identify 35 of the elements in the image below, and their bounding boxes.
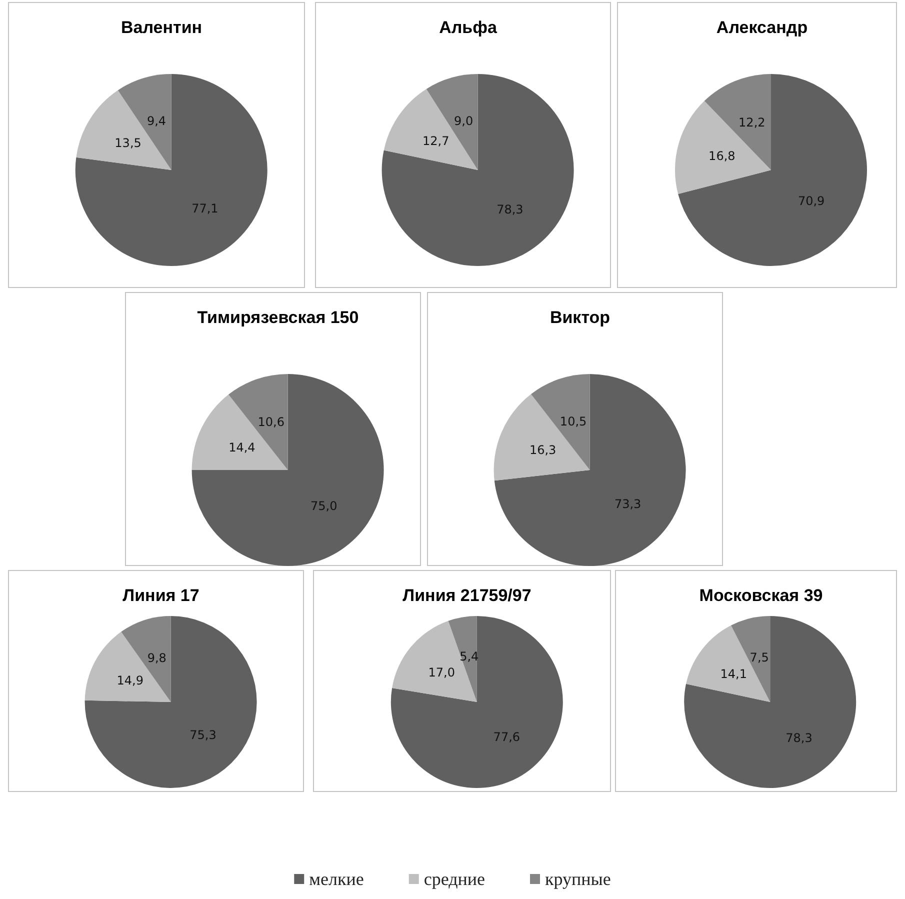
data-label: 9,0 xyxy=(454,114,474,128)
data-label: 12,2 xyxy=(738,116,766,130)
data-label: 70,9 xyxy=(798,194,825,208)
data-label: 16,3 xyxy=(529,443,556,458)
data-label: 9,4 xyxy=(146,114,166,128)
data-label: 9,8 xyxy=(147,651,166,666)
chart-title: Московская 39 xyxy=(699,586,823,605)
chart-title: Виктор xyxy=(550,308,610,327)
data-label: 75,3 xyxy=(190,728,216,742)
data-label: 17,0 xyxy=(428,665,455,680)
data-label: 7,5 xyxy=(750,650,769,664)
chart-title: Линия 17 xyxy=(122,586,200,605)
data-label: 77,1 xyxy=(192,201,218,216)
data-label: 75,0 xyxy=(310,499,338,514)
chart-title: Александр xyxy=(716,18,808,37)
legend-label: средние xyxy=(424,869,486,889)
data-label: 5,4 xyxy=(460,650,479,664)
data-label: 14,1 xyxy=(720,666,747,681)
data-label: 14,4 xyxy=(228,440,256,455)
legend-label: крупные xyxy=(545,869,611,889)
data-label: 73,3 xyxy=(614,497,642,511)
data-label: 78,3 xyxy=(786,730,812,745)
data-label: 10,5 xyxy=(560,414,587,429)
data-label: 10,6 xyxy=(258,414,284,429)
data-label: 78,3 xyxy=(496,202,524,217)
legend-label: мелкие xyxy=(309,869,364,889)
chart-title: Валентин xyxy=(120,18,202,37)
chart-title: Линия 21759/97 xyxy=(402,586,532,605)
data-label: 12,7 xyxy=(422,134,450,148)
data-label: 77,6 xyxy=(493,730,520,744)
chart-title: Тимирязевская 150 xyxy=(197,308,359,327)
data-label: 16,8 xyxy=(708,149,736,164)
data-label: 13,5 xyxy=(114,136,142,150)
chart-title: Альфа xyxy=(439,18,498,37)
data-label: 14,9 xyxy=(116,673,144,688)
